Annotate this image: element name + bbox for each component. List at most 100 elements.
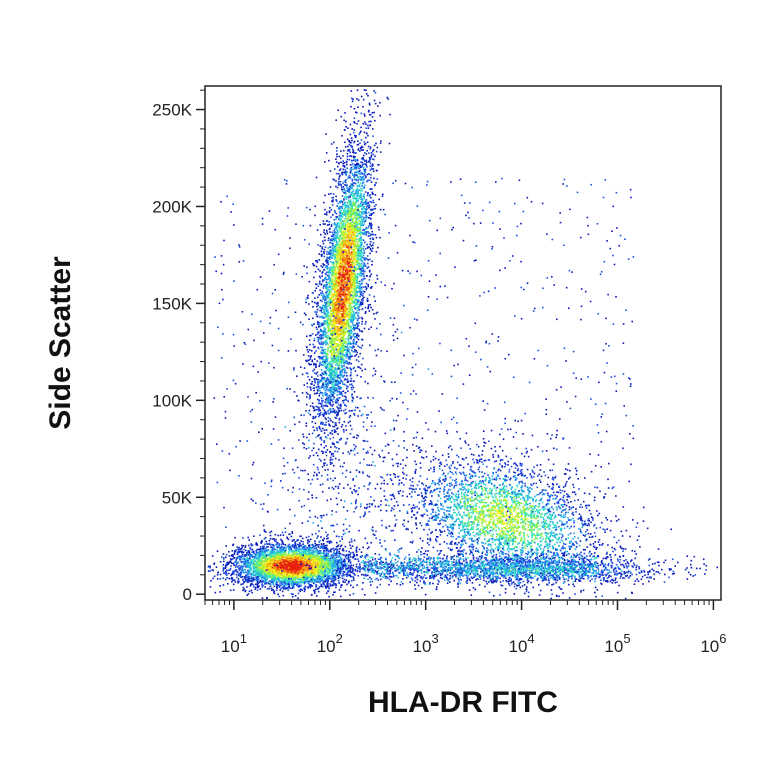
event-dot — [360, 198, 362, 201]
event-dot — [356, 176, 359, 178]
event-dot — [329, 377, 332, 380]
event-dot — [354, 160, 357, 162]
event-dot — [328, 258, 331, 260]
event-dot — [320, 255, 323, 257]
event-dot — [366, 216, 369, 219]
event-dot — [346, 251, 349, 253]
event-dot — [340, 330, 342, 333]
event-dot — [328, 402, 330, 404]
event-dot — [356, 195, 358, 198]
event-dot — [351, 236, 354, 239]
event-dot — [353, 168, 355, 170]
event-dot — [349, 261, 352, 263]
event-dot — [361, 178, 364, 181]
event-dot — [343, 367, 346, 370]
event-dot — [328, 285, 331, 287]
event-dot — [359, 293, 362, 296]
event-dot — [374, 91, 377, 94]
event-dot — [333, 288, 335, 291]
event-dot — [354, 349, 356, 351]
event-dot — [351, 289, 353, 291]
event-dot — [365, 123, 367, 125]
event-dot — [341, 214, 343, 216]
event-dot — [327, 271, 329, 274]
event-dot — [347, 316, 350, 318]
event-dot — [336, 317, 338, 320]
event-dot — [339, 372, 342, 374]
event-dot — [337, 381, 340, 383]
event-dot — [367, 259, 370, 261]
event-dot — [341, 424, 344, 426]
event-dot — [358, 173, 361, 175]
event-dot — [323, 514, 325, 517]
event-dot — [325, 378, 328, 380]
event-dot — [356, 301, 358, 304]
event-dot — [339, 342, 342, 345]
event-dot — [346, 155, 349, 158]
event-dot — [378, 198, 380, 201]
event-dot — [326, 231, 328, 233]
event-dot — [346, 138, 349, 141]
event-dot — [331, 238, 333, 240]
event-dot — [373, 177, 375, 180]
event-dot — [319, 387, 322, 389]
event-dot — [370, 273, 373, 276]
event-dot — [340, 268, 342, 270]
event-dot — [328, 374, 330, 377]
event-dot — [360, 253, 362, 256]
event-dot — [316, 322, 319, 324]
event-dot — [320, 292, 322, 294]
event-dot — [343, 342, 345, 344]
event-dot — [324, 272, 327, 275]
event-dot — [358, 213, 360, 216]
event-dot — [367, 304, 370, 306]
event-dot — [320, 250, 323, 253]
event-dot — [340, 220, 342, 223]
event-dot — [316, 385, 319, 388]
event-dot — [374, 155, 376, 158]
event-dot — [339, 265, 341, 267]
event-dot — [331, 386, 333, 388]
event-dot — [345, 360, 347, 362]
event-dot — [354, 207, 357, 210]
event-dot — [358, 255, 360, 258]
event-dot — [345, 355, 348, 358]
event-dot — [323, 299, 326, 301]
event-dot — [349, 264, 351, 267]
event-dot — [344, 224, 347, 227]
event-dot — [327, 318, 330, 321]
event-dot — [332, 386, 335, 389]
event-dot — [343, 254, 345, 256]
event-dot — [344, 345, 346, 348]
event-dot — [326, 219, 329, 222]
event-dot — [376, 178, 379, 180]
event-dot — [360, 193, 362, 196]
event-dot — [361, 146, 364, 148]
event-dot — [343, 289, 346, 291]
event-dot — [351, 300, 354, 302]
event-dot — [323, 326, 325, 329]
event-dot — [353, 175, 356, 177]
event-dot — [355, 152, 357, 154]
event-dot — [367, 124, 369, 127]
event-dot — [325, 293, 328, 296]
event-dot — [356, 264, 359, 266]
event-dot — [348, 252, 350, 255]
event-dot — [337, 289, 339, 292]
event-dot — [314, 297, 316, 299]
event-dot — [350, 232, 353, 234]
event-dot — [332, 234, 335, 236]
event-dot — [334, 239, 336, 241]
event-dot — [351, 178, 354, 181]
event-dot — [346, 244, 348, 246]
event-dot — [342, 281, 344, 283]
event-dot — [321, 290, 323, 293]
event-dot — [337, 261, 340, 264]
event-dot — [328, 304, 331, 307]
event-dot — [320, 233, 322, 236]
event-dot — [346, 264, 348, 266]
event-dot — [328, 276, 330, 279]
event-dot — [323, 248, 326, 251]
event-dot — [339, 351, 342, 354]
event-dot — [343, 166, 346, 169]
